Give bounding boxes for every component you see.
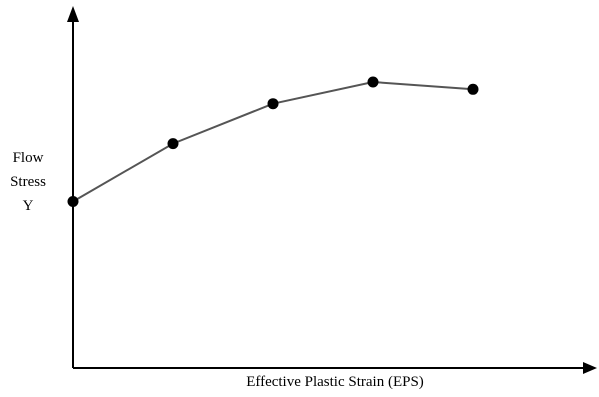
data-point-5: [467, 83, 479, 95]
y-axis-label: Flow Stress Y: [2, 146, 54, 218]
data-point-3: [267, 98, 279, 110]
x-axis-arrow-icon: [583, 362, 597, 374]
y-axis-label-line-1: Flow: [12, 150, 44, 166]
y-axis-label-line-3: Y: [22, 198, 34, 214]
data-point-1: [67, 196, 79, 207]
series-layer: [67, 76, 479, 207]
data-point-4: [367, 76, 379, 88]
x-axis-label: Effective Plastic Strain (EPS): [246, 374, 424, 390]
data-point-2: [167, 138, 179, 150]
y-axis-arrow-icon: [67, 6, 79, 22]
y-axis-label-line-2: Stress: [10, 174, 46, 190]
